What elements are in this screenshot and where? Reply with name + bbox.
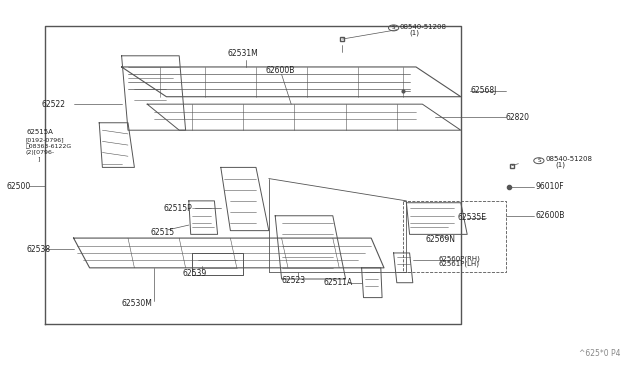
Text: 62535E: 62535E <box>458 213 486 222</box>
Text: (1): (1) <box>556 162 566 169</box>
Text: S: S <box>537 158 541 163</box>
Text: 62820: 62820 <box>506 113 530 122</box>
Text: [0192-0796]: [0192-0796] <box>26 137 64 142</box>
Text: 62569N: 62569N <box>426 235 456 244</box>
Text: ]: ] <box>26 156 40 161</box>
Text: 62600B: 62600B <box>266 66 295 75</box>
Text: 62561P(LH): 62561P(LH) <box>438 261 479 267</box>
Text: 62522: 62522 <box>42 100 65 109</box>
Text: 62560P(RH): 62560P(RH) <box>438 255 480 262</box>
Text: 08540-51208: 08540-51208 <box>400 24 447 30</box>
Text: 08540-51208: 08540-51208 <box>545 156 592 162</box>
Text: 62568J: 62568J <box>470 86 497 94</box>
Text: 62515P: 62515P <box>163 204 192 213</box>
Text: 62538: 62538 <box>27 245 51 254</box>
Text: 62500: 62500 <box>6 182 31 190</box>
Text: 62523: 62523 <box>282 276 306 285</box>
Text: (2)[0796-: (2)[0796- <box>26 150 55 155</box>
Text: S: S <box>392 25 396 31</box>
Text: 62539: 62539 <box>182 269 207 278</box>
Text: (1): (1) <box>410 29 420 36</box>
Text: 62600B: 62600B <box>536 211 565 220</box>
Text: ^625*0 P4: ^625*0 P4 <box>579 349 621 358</box>
Text: 62515: 62515 <box>150 228 175 237</box>
Text: Ⓝ08363-6122G: Ⓝ08363-6122G <box>26 143 72 149</box>
Text: 62530M: 62530M <box>122 299 152 308</box>
Text: 62531M: 62531M <box>227 49 258 58</box>
Text: 96010F: 96010F <box>536 182 564 191</box>
Text: 62511A: 62511A <box>323 278 353 287</box>
Text: 62515A: 62515A <box>27 129 54 135</box>
